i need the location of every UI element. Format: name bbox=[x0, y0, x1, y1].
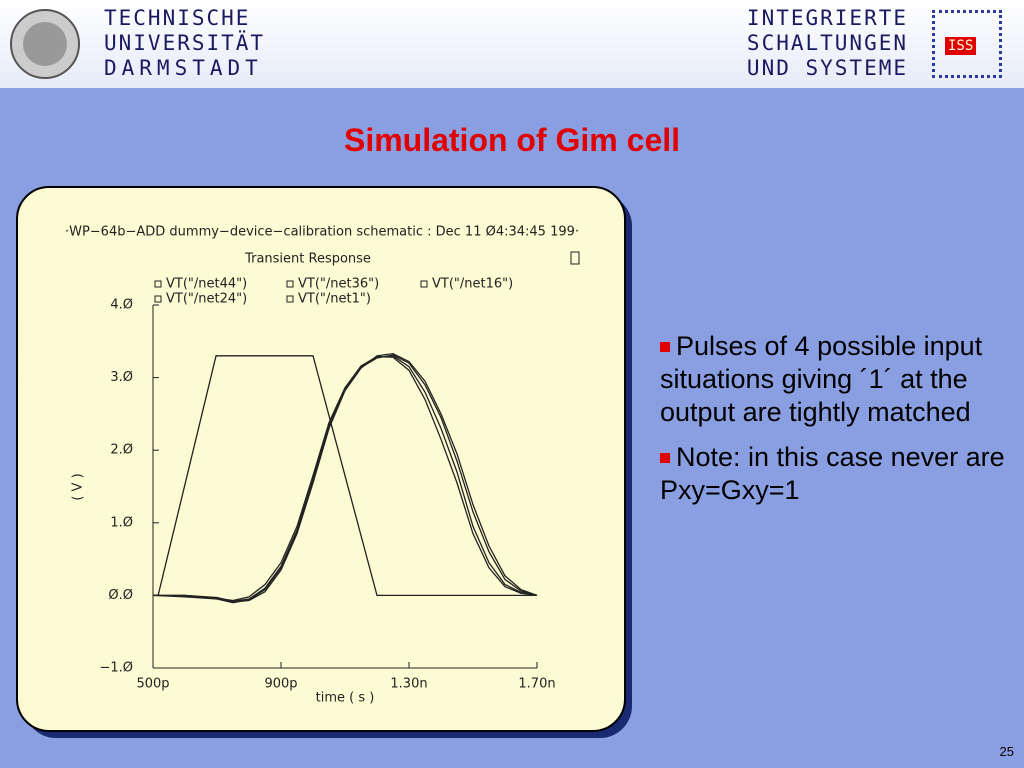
y-axis-label: ( V ) bbox=[71, 473, 86, 500]
x-tick-label: 500p bbox=[136, 677, 169, 692]
x-tick-label: 900p bbox=[264, 677, 297, 692]
bullet: Note: in this case never are Pxy=Gxy=1 bbox=[660, 441, 1010, 507]
bullet-text: Pulses of 4 possible input situations gi… bbox=[660, 331, 983, 427]
page-number: 25 bbox=[999, 744, 1014, 759]
legend-label: VT("/net24") bbox=[166, 292, 247, 307]
legend-marker bbox=[154, 280, 162, 288]
x-tick-label: 1.30n bbox=[390, 677, 427, 692]
legend-marker bbox=[154, 295, 162, 303]
x-axis-label: time ( s ) bbox=[316, 691, 375, 706]
window-icon bbox=[570, 251, 580, 265]
y-tick-label: 3.Ø bbox=[110, 370, 133, 385]
header-line: TECHNISCHE bbox=[104, 6, 251, 30]
legend-marker bbox=[420, 280, 428, 288]
chart-title: Transient Response bbox=[244, 252, 371, 267]
legend-marker bbox=[286, 295, 294, 303]
y-tick-label: −1.Ø bbox=[99, 661, 133, 676]
header-line: INTEGRIERTE bbox=[746, 6, 908, 30]
iss-logo: ISS bbox=[932, 10, 1002, 78]
header-line: SCHALTUNGEN bbox=[746, 31, 908, 55]
header: TECHNISCHE UNIVERSITÄT DARMSTADT INTEGRI… bbox=[0, 0, 1024, 88]
y-tick-label: 4.Ø bbox=[110, 298, 133, 313]
y-tick-label: Ø.Ø bbox=[108, 588, 133, 603]
header-line: UNIVERSITÄT bbox=[104, 31, 266, 55]
legend-label: VT("/net36") bbox=[298, 277, 379, 292]
header-right: INTEGRIERTE SCHALTUNGEN UND SYSTEME bbox=[747, 6, 908, 81]
header-line: DARMSTADT bbox=[104, 56, 263, 80]
header-left: TECHNISCHE UNIVERSITÄT DARMSTADT bbox=[104, 6, 265, 81]
series-line bbox=[153, 355, 538, 602]
bullet-list: Pulses of 4 possible input situations gi… bbox=[660, 330, 1010, 519]
bullet-text: Note: in this case never are Pxy=Gxy=1 bbox=[660, 442, 1005, 505]
chart-caption: ·WP−64b−ADD dummy−device−calibration sch… bbox=[65, 225, 579, 240]
legend-label: VT("/net1") bbox=[298, 292, 371, 307]
legend-marker bbox=[286, 280, 294, 288]
slide-title: Simulation of Gim cell bbox=[343, 122, 681, 158]
series-line bbox=[152, 352, 538, 603]
bullet: Pulses of 4 possible input situations gi… bbox=[660, 330, 1010, 429]
x-tick-label: 1.70n bbox=[518, 677, 555, 692]
legend-label: VT("/net16") bbox=[432, 277, 513, 292]
university-logo bbox=[10, 9, 80, 79]
header-line: UND SYSTEME bbox=[746, 56, 908, 80]
legend-label: VT("/net44") bbox=[166, 277, 247, 292]
logo-text: ISS bbox=[945, 37, 977, 55]
chart-box bbox=[16, 186, 626, 732]
y-tick-label: 2.Ø bbox=[110, 443, 133, 458]
y-tick-label: 1.Ø bbox=[110, 515, 133, 530]
